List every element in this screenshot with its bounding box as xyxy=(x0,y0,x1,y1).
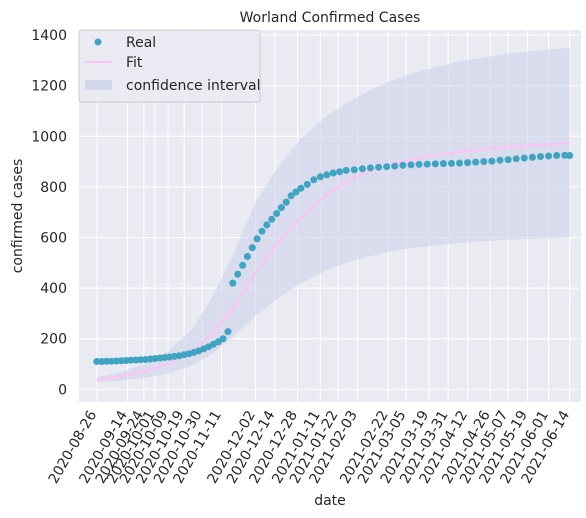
real-point-0 xyxy=(93,358,101,365)
real-point-75 xyxy=(553,152,561,159)
real-point-72 xyxy=(528,153,536,161)
real-point-70 xyxy=(512,155,520,163)
real-point-27 xyxy=(224,328,232,336)
real-point-61 xyxy=(439,160,447,168)
real-point-47 xyxy=(329,169,337,177)
real-point-7 xyxy=(127,356,135,364)
real-point-44 xyxy=(310,176,318,184)
real-point-49 xyxy=(342,166,350,174)
legend-confidence-swatch xyxy=(85,80,112,90)
y-tick-label-7: 1400 xyxy=(31,28,67,44)
real-point-73 xyxy=(537,153,544,160)
real-point-63 xyxy=(456,159,463,167)
real-point-35 xyxy=(263,221,271,229)
real-point-74 xyxy=(545,152,553,160)
real-point-33 xyxy=(253,235,261,243)
real-point-40 xyxy=(287,192,295,200)
real-point-26 xyxy=(219,335,227,343)
real-point-45 xyxy=(316,173,324,181)
real-point-60 xyxy=(431,160,439,168)
legend-confidence-label: confidence interval xyxy=(126,78,260,94)
real-point-52 xyxy=(367,164,374,172)
real-point-28 xyxy=(229,279,237,287)
real-point-57 xyxy=(407,161,415,169)
y-tick-label-6: 1200 xyxy=(31,79,67,95)
y-tick-label-0: 0 xyxy=(58,382,67,398)
legend-real-label: Real xyxy=(126,35,156,51)
y-tick-label-1: 200 xyxy=(40,332,67,348)
real-point-37 xyxy=(273,210,281,217)
y-tick-label-3: 600 xyxy=(40,231,67,247)
real-point-38 xyxy=(277,204,285,212)
chart-title: Worland Confirmed Cases xyxy=(240,10,421,26)
real-point-58 xyxy=(415,160,423,168)
real-point-9 xyxy=(137,356,144,364)
legend-box xyxy=(78,29,261,103)
real-point-39 xyxy=(282,198,290,206)
real-point-53 xyxy=(375,163,383,171)
real-point-65 xyxy=(472,158,480,166)
real-point-59 xyxy=(423,160,431,168)
real-point-76 xyxy=(561,151,569,159)
real-point-34 xyxy=(258,227,266,235)
real-point-69 xyxy=(504,156,512,164)
real-point-66 xyxy=(480,158,488,166)
y-tick-label-2: 400 xyxy=(40,281,67,297)
y-tick-label-5: 1000 xyxy=(31,129,67,145)
y-tick-label-4: 800 xyxy=(40,180,67,196)
real-point-77 xyxy=(566,152,574,159)
x-axis-label: date xyxy=(314,493,346,509)
x-axis-ticks: 2020-08-262020-09-142020-09-242020-10-01… xyxy=(46,408,573,487)
real-point-41 xyxy=(292,188,300,196)
legend: Real Fit confidence interval xyxy=(78,29,261,103)
real-point-43 xyxy=(303,180,311,188)
real-point-46 xyxy=(323,171,331,179)
real-point-2 xyxy=(103,357,110,365)
confidence-interval-band xyxy=(96,47,570,383)
legend-fit-label: Fit xyxy=(126,55,143,71)
real-point-29 xyxy=(234,270,242,278)
real-point-30 xyxy=(239,261,247,269)
real-point-51 xyxy=(358,165,366,173)
real-point-71 xyxy=(520,154,528,162)
real-point-68 xyxy=(496,156,504,164)
real-point-31 xyxy=(243,253,251,260)
real-point-48 xyxy=(336,168,344,176)
real-point-32 xyxy=(248,244,256,252)
real-point-64 xyxy=(464,159,472,167)
real-point-67 xyxy=(488,157,496,165)
real-point-55 xyxy=(391,162,399,170)
real-point-42 xyxy=(297,184,305,192)
real-point-50 xyxy=(350,166,358,174)
real-point-36 xyxy=(268,215,276,223)
y-axis-label: confirmed cases xyxy=(10,159,26,274)
real-point-62 xyxy=(448,159,455,167)
real-points xyxy=(93,151,574,365)
legend-real-marker xyxy=(94,38,102,46)
y-axis-ticks: 0 200 400 600 800 1000 1200 1400 xyxy=(31,28,67,398)
real-point-4 xyxy=(112,357,120,365)
real-point-54 xyxy=(383,163,391,171)
real-point-56 xyxy=(399,161,407,169)
